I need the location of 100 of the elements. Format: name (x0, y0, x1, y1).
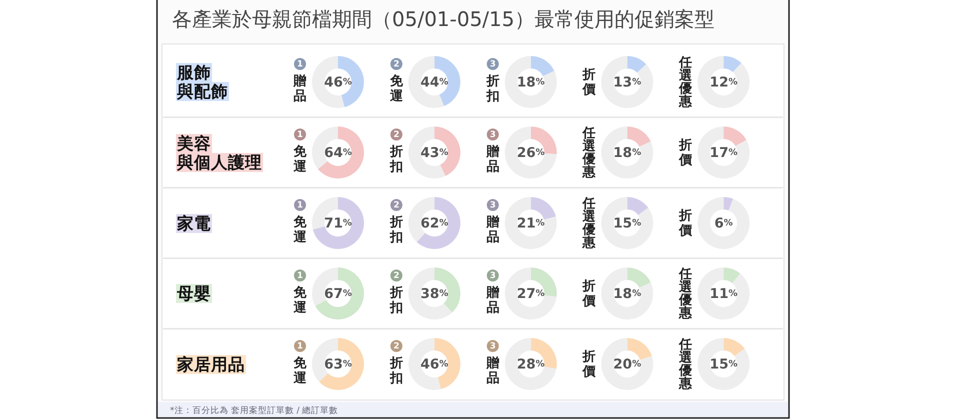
text: 18% (613, 286, 642, 302)
text: 3 (490, 271, 496, 281)
text: 任選優惠 (678, 55, 694, 109)
donut-slice (698, 197, 750, 249)
text: 折價 (582, 349, 597, 379)
text: 折扣 (485, 74, 500, 104)
text: 1 (297, 60, 304, 70)
donut-slice (724, 197, 734, 210)
text: 6% (714, 216, 733, 232)
text: 任選優惠 (678, 337, 694, 391)
text: 18% (613, 145, 642, 161)
donut-slice (601, 268, 654, 320)
donut-slice (408, 268, 452, 320)
donut-slice (416, 197, 460, 249)
text: 任選優惠 (582, 196, 597, 250)
donut-slice (724, 126, 746, 146)
text: 折價 (678, 208, 694, 238)
text: 母嬰 (176, 284, 212, 303)
text: 贈品 (292, 74, 306, 104)
donut-slice (601, 338, 654, 390)
text: 服飾與配飾 (176, 63, 229, 101)
text: 2 (393, 271, 400, 281)
donut-slice (312, 197, 364, 249)
text: 28% (516, 356, 545, 372)
text: 折價 (582, 278, 597, 308)
text: 家電 (176, 214, 212, 232)
donut-slice (627, 268, 651, 288)
donut-slice (504, 126, 557, 178)
donut-slice (724, 268, 740, 284)
text: 2 (393, 200, 400, 210)
text: 免運 (292, 214, 308, 244)
donut-slice (312, 56, 344, 108)
text: 免運 (388, 74, 404, 104)
text: 任選優惠 (678, 266, 694, 320)
text: 13% (613, 74, 642, 90)
text: 2 (393, 342, 400, 352)
donut-slice (698, 338, 750, 390)
text: 折扣 (388, 214, 403, 244)
text: 11% (710, 286, 738, 302)
text: 贈品 (485, 285, 500, 315)
donut-slice (724, 338, 745, 356)
text: 2 (393, 130, 400, 140)
text: 1 (297, 200, 304, 210)
text: 1 (297, 130, 304, 140)
donut-slice (698, 126, 750, 178)
text: *注：百分比為 套用案型訂單數 / 總訂單數 (170, 405, 338, 416)
text: 44% (420, 74, 448, 90)
text: 3 (490, 130, 496, 140)
text: 折扣 (388, 285, 403, 315)
text: 1 (297, 342, 304, 352)
donut-slice (504, 56, 557, 108)
text: 各產業於母親節檔期間（05/01-05/15）最常使用的促銷案型 (172, 7, 714, 31)
donut-slice (504, 197, 557, 249)
text: 18% (516, 74, 545, 90)
text: 贈品 (485, 356, 500, 386)
donut-slice (698, 268, 750, 320)
donut-slice (601, 197, 654, 249)
donut-slice (627, 126, 651, 147)
text: 71% (324, 216, 352, 232)
text: 美容與個人護理 (176, 134, 263, 172)
donut-slice (504, 268, 557, 320)
text: 15% (710, 356, 738, 372)
donut-slice (530, 56, 554, 76)
text: 20% (613, 356, 642, 372)
text: 3 (490, 342, 496, 352)
text: 46% (324, 74, 352, 90)
text: 折扣 (388, 356, 403, 386)
text: 免運 (292, 144, 308, 174)
text: 17% (710, 145, 738, 161)
donut-slice (315, 268, 364, 320)
donut-slice (601, 56, 654, 108)
text: 2 (393, 60, 400, 70)
donut-slice (408, 338, 441, 390)
text: 贈品 (485, 214, 500, 244)
text: 任選優惠 (582, 126, 597, 180)
text: 67% (324, 286, 352, 302)
text: 折扣 (388, 144, 403, 174)
donut-slice (724, 56, 742, 72)
text: 46% (420, 356, 448, 372)
donut-slice (698, 56, 750, 108)
text: 43% (420, 145, 448, 161)
text: 38% (420, 286, 448, 302)
text: 12% (710, 74, 738, 90)
text: 家居用品 (176, 354, 246, 374)
donut-slice (319, 338, 364, 390)
donut-slice (627, 197, 648, 216)
text: 3 (490, 60, 496, 70)
text: 贈品 (485, 144, 500, 174)
text: 26% (516, 145, 545, 161)
text: 3 (490, 200, 496, 210)
text: 折價 (582, 67, 597, 97)
text: 15% (613, 216, 642, 232)
donut-slice (627, 338, 652, 360)
text: 折價 (678, 138, 694, 168)
text: 27% (516, 286, 545, 302)
donut-slice (627, 56, 646, 73)
text: 1 (297, 271, 304, 281)
text: 64% (324, 145, 352, 161)
text: 63% (324, 356, 352, 372)
text: 免運 (292, 285, 308, 315)
